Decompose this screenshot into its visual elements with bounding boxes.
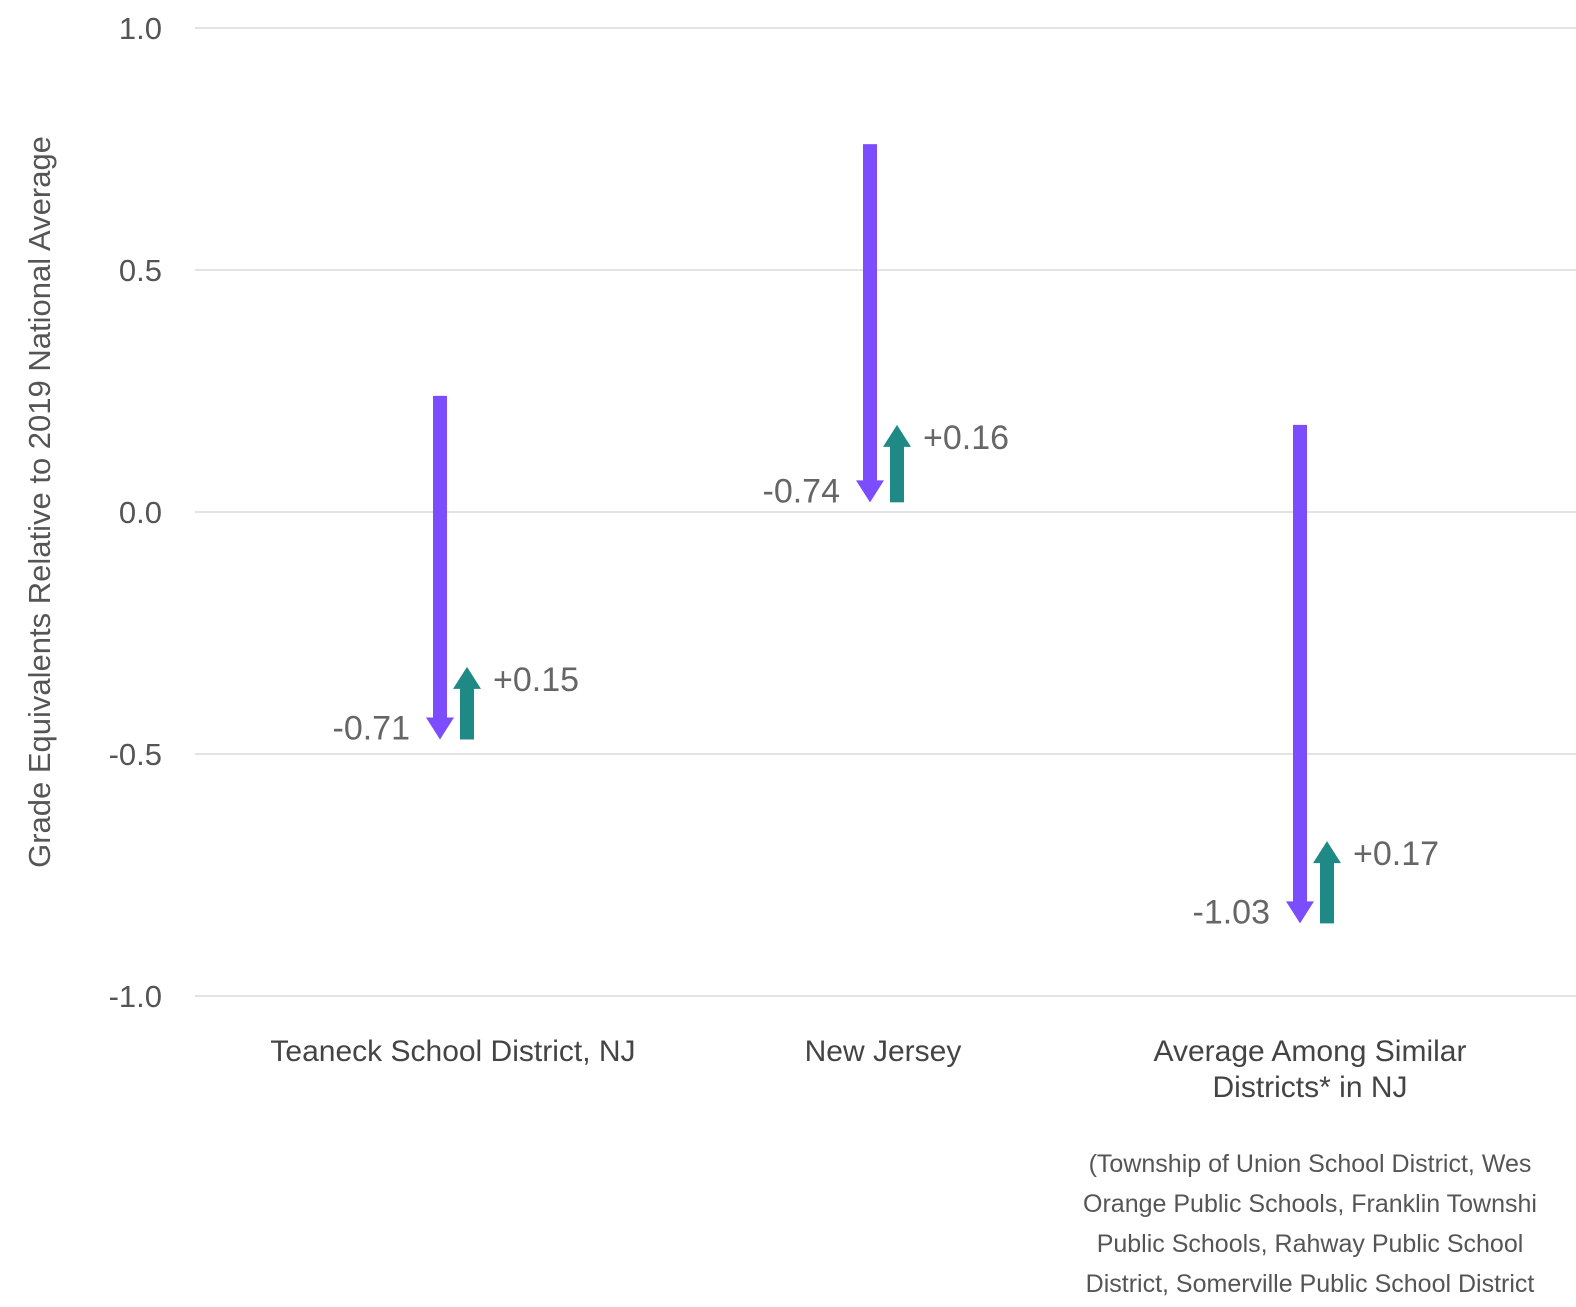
x-axis-categories: Teaneck School District, NJ New Jersey Ave… <box>270 1035 1466 1104</box>
decline-arrow-shaft <box>863 144 877 483</box>
recovery-value-label: +0.17 <box>1353 835 1439 873</box>
recovery-arrow-head <box>453 666 481 689</box>
grid-lines <box>195 27 1576 997</box>
y-axis-ticks: 1.0 0.5 0.0 -0.5 -1.0 <box>109 11 162 1014</box>
footnote-line: (Township of Union School District, Wes <box>1089 1150 1532 1178</box>
footnote-line: Orange Public Schools, Franklin Townshi <box>1083 1190 1537 1218</box>
recovery-arrow-shaft <box>890 444 904 503</box>
category-label: New Jersey <box>805 1035 962 1068</box>
y-axis-label: Grade Equivalents Relative to 2019 Natio… <box>22 136 57 868</box>
footnote: (Township of Union School District, Wes O… <box>1083 1150 1537 1298</box>
arrows: -0.71 +0.15 -0.74 +0.16 -1.03 +0.17 <box>333 144 1439 931</box>
y-tick-label: 0.0 <box>119 495 162 530</box>
decline-arrow-head <box>426 717 454 740</box>
footnote-line: District, Somerville Public School Distr… <box>1086 1270 1535 1298</box>
decline-arrow-head <box>856 480 884 503</box>
decline-value-label: -1.03 <box>1193 893 1271 931</box>
footnote-line: Public Schools, Rahway Public School <box>1097 1230 1524 1258</box>
recovery-arrow-head <box>883 424 911 447</box>
y-tick-label: 1.0 <box>119 11 162 46</box>
category-label: Average Among Similar <box>1154 1035 1467 1068</box>
recovery-value-label: +0.15 <box>493 661 579 699</box>
decline-arrow-shaft <box>1293 424 1307 904</box>
decline-value-label: -0.71 <box>333 709 411 747</box>
decline-arrow-shaft <box>433 395 447 720</box>
y-tick-label: -1.0 <box>109 979 162 1014</box>
recovery-arrow-shaft <box>460 686 474 740</box>
category-label: Teaneck School District, NJ <box>270 1035 635 1068</box>
decline-arrow-head <box>1286 901 1314 924</box>
recovery-arrow-shaft <box>1320 861 1334 924</box>
recovery-arrow-head <box>1313 841 1341 864</box>
y-tick-label: -0.5 <box>109 737 162 772</box>
y-tick-label: 0.5 <box>119 253 162 288</box>
decline-value-label: -0.74 <box>763 472 841 510</box>
recovery-value-label: +0.16 <box>923 419 1009 457</box>
category-label: Districts* in NJ <box>1212 1071 1407 1104</box>
